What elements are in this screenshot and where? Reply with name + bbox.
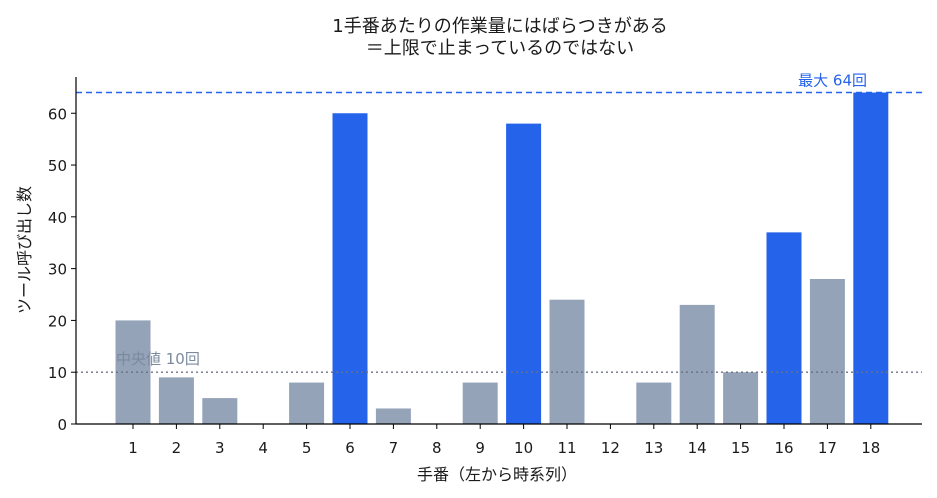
x-tick-label: 14	[688, 439, 707, 457]
x-tick-label: 12	[601, 439, 620, 457]
x-tick-label: 15	[731, 439, 750, 457]
chart-title-line1: 1手番あたりの作業量にはばらつきがある	[332, 16, 667, 37]
x-axis-label: 手番（左から時系列）	[417, 465, 577, 484]
bar-10	[506, 123, 542, 424]
bar-9	[462, 382, 498, 424]
x-tick-label: 10	[514, 439, 533, 457]
median-line-label: 中央値 10回	[116, 350, 200, 368]
bar-5	[289, 382, 325, 424]
x-tick-label: 8	[432, 439, 442, 457]
max-line-label: 最大 64回	[798, 72, 867, 90]
y-tick-label: 60	[48, 105, 67, 123]
x-tick-label: 4	[258, 439, 268, 457]
x-tick-label: 7	[389, 439, 399, 457]
y-axis-label: ツール呼び出し数	[15, 186, 34, 314]
bar-16	[766, 232, 802, 424]
x-tick-label: 17	[818, 439, 837, 457]
x-tick-label: 5	[302, 439, 312, 457]
x-tick-label: 16	[774, 439, 793, 457]
x-tick-label: 11	[557, 439, 576, 457]
x-tick-label: 6	[345, 439, 355, 457]
bar-11	[549, 299, 585, 424]
x-tick-label: 2	[172, 439, 182, 457]
x-tick-label: 3	[215, 439, 225, 457]
y-tick-label: 20	[48, 312, 67, 330]
y-tick-label: 10	[48, 364, 67, 382]
chart-title-line2: ＝上限で止まっているのではない	[366, 38, 634, 59]
y-tick-label: 40	[48, 209, 67, 227]
y-tick-label: 0	[57, 416, 67, 434]
y-tick-label: 30	[48, 261, 67, 279]
bar-3	[202, 398, 238, 424]
x-tick-label: 1	[128, 439, 138, 457]
bar-6	[332, 113, 368, 425]
x-tick-label: 9	[475, 439, 485, 457]
bar-15	[723, 372, 759, 424]
y-tick-label: 50	[48, 157, 67, 175]
bar-17	[809, 278, 845, 424]
bar-18	[853, 92, 889, 424]
bar-14	[679, 304, 715, 424]
bar-7	[375, 408, 411, 424]
x-tick-label: 18	[861, 439, 880, 457]
x-tick-label: 13	[644, 439, 663, 457]
bar-13	[636, 382, 672, 424]
bar-2	[158, 377, 194, 424]
